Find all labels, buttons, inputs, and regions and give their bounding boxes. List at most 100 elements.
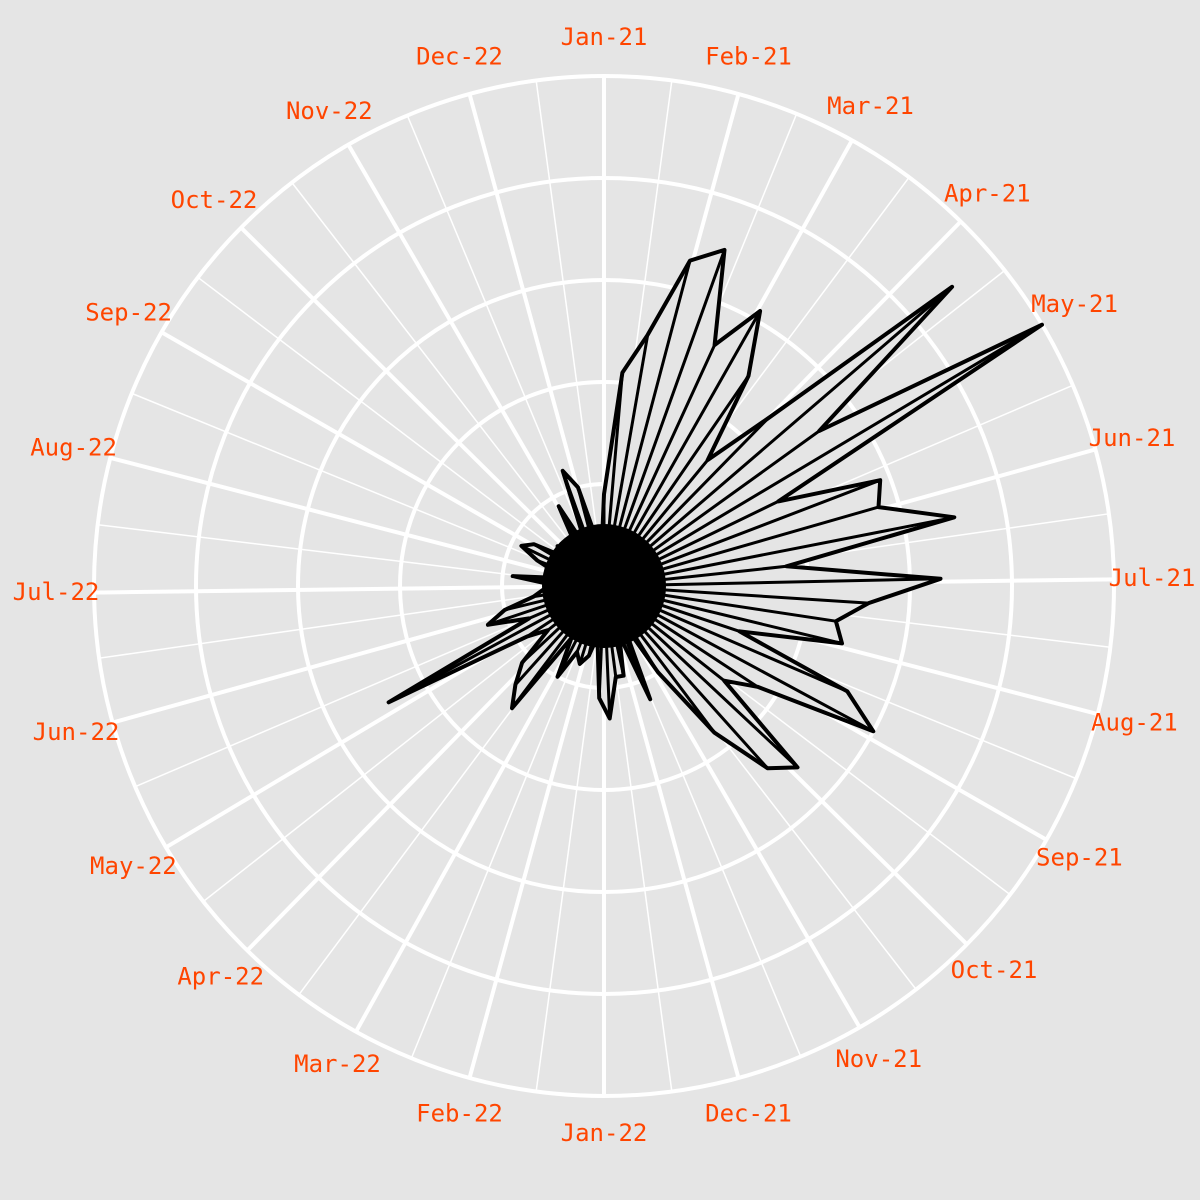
data-point-24 <box>845 689 849 693</box>
month-label-mar-21: Mar-21 <box>827 92 914 120</box>
data-point-48 <box>546 628 550 632</box>
month-label-aug-21: Aug-21 <box>1091 709 1178 737</box>
month-label-jan-22: Jan-22 <box>561 1119 648 1147</box>
data-point-71 <box>576 485 580 489</box>
data-point-29 <box>766 766 769 770</box>
data-point-2 <box>620 371 624 375</box>
month-label-jun-21: Jun-21 <box>1089 424 1176 452</box>
data-point-51 <box>527 616 531 620</box>
data-point-52 <box>486 623 490 627</box>
data-point-9 <box>706 458 710 462</box>
grid-spoke-minor-23 <box>406 115 605 587</box>
grid-spoke-major-22 <box>239 226 606 588</box>
grid-spoke-minor-20 <box>131 392 605 587</box>
month-label-apr-22: Apr-22 <box>177 963 264 991</box>
month-label-sep-21: Sep-21 <box>1036 844 1123 872</box>
month-label-dec-21: Dec-21 <box>705 1100 792 1128</box>
data-point-42 <box>575 650 579 654</box>
month-label-dec-22: Dec-22 <box>416 42 503 70</box>
month-label-may-22: May-22 <box>90 852 177 880</box>
data-point-22 <box>840 641 844 645</box>
data-point-13 <box>1040 323 1044 327</box>
data-point-49 <box>525 634 529 638</box>
data-point-17 <box>952 515 956 519</box>
grid-spoke-minor-22 <box>291 182 605 587</box>
month-label-aug-22: Aug-22 <box>30 433 117 461</box>
data-point-19 <box>939 577 942 581</box>
grid-spoke-major-12 <box>602 585 741 1079</box>
month-label-jan-21: Jan-21 <box>561 23 648 51</box>
data-point-30 <box>713 731 716 735</box>
data-point-40 <box>587 654 591 658</box>
month-label-mar-22: Mar-22 <box>294 1050 381 1078</box>
data-point-45 <box>510 706 514 710</box>
month-label-feb-22: Feb-22 <box>416 1100 503 1128</box>
data-point-26 <box>756 685 759 689</box>
data-point-60 <box>535 559 539 562</box>
data-point-53 <box>503 608 507 612</box>
data-point-20 <box>867 601 871 605</box>
data-point-68 <box>557 504 561 508</box>
month-label-sep-22: Sep-22 <box>85 298 172 326</box>
data-point-33 <box>648 697 652 701</box>
data-point-47 <box>520 661 524 665</box>
month-label-nov-22: Nov-22 <box>286 97 373 125</box>
data-point-11 <box>950 285 954 289</box>
data-point-10 <box>766 416 770 420</box>
data-point-23 <box>737 629 741 633</box>
data-point-14 <box>776 499 780 503</box>
data-series <box>386 247 1044 771</box>
data-point-35 <box>622 674 626 678</box>
data-point-57 <box>511 574 515 578</box>
data-point-18 <box>785 564 788 568</box>
data-point-36 <box>614 675 618 679</box>
month-label-jul-22: Jul-22 <box>13 578 100 606</box>
data-point-8 <box>747 374 750 378</box>
data-point-46 <box>513 683 517 687</box>
grid-spoke-major-14 <box>467 585 606 1079</box>
data-point-27 <box>722 679 726 683</box>
data-point-1 <box>602 492 606 496</box>
data-point-5 <box>723 248 726 252</box>
grid-spoke-minor-13 <box>535 585 605 1092</box>
grid-spoke-minor-24 <box>535 80 605 587</box>
month-label-oct-22: Oct-22 <box>171 186 258 214</box>
month-label-may-21: May-21 <box>1031 290 1118 318</box>
data-point-43 <box>556 675 559 679</box>
data-point-28 <box>796 765 799 769</box>
data-point-50 <box>387 700 391 704</box>
data-point-37 <box>608 717 612 720</box>
data-point-3 <box>646 333 650 337</box>
month-label-oct-21: Oct-21 <box>951 956 1038 984</box>
data-point-38 <box>597 696 601 700</box>
month-label-nov-21: Nov-21 <box>835 1045 922 1073</box>
data-spoke-11 <box>603 285 954 588</box>
month-label-feb-21: Feb-21 <box>705 42 792 70</box>
data-spoke-13 <box>603 323 1043 588</box>
month-label-jun-22: Jun-22 <box>33 718 120 746</box>
grid-spoke-minor-16 <box>202 585 605 903</box>
grid-spoke-major-19 <box>94 584 605 595</box>
data-point-6 <box>713 343 717 347</box>
center-hub <box>542 524 666 648</box>
grid-spoke-minor-14 <box>410 585 605 1059</box>
data-point-31 <box>656 670 660 674</box>
data-point-41 <box>578 662 582 666</box>
data-point-21 <box>834 619 838 623</box>
data-point-12 <box>817 429 821 433</box>
month-label-jul-21: Jul-21 <box>1109 564 1196 592</box>
data-point-61 <box>519 544 523 548</box>
data-point-70 <box>561 469 565 473</box>
data-point-15 <box>878 478 882 482</box>
data-point-62 <box>532 542 536 546</box>
grid-spoke-minor-18 <box>99 585 605 659</box>
grid-spoke-minor-21 <box>197 276 605 587</box>
series-outline <box>386 247 1044 771</box>
data-point-4 <box>688 259 692 263</box>
month-label-apr-21: Apr-21 <box>944 179 1031 207</box>
grid-spoke-major-20 <box>109 455 605 588</box>
data-point-7 <box>758 309 762 313</box>
data-point-16 <box>877 505 880 509</box>
